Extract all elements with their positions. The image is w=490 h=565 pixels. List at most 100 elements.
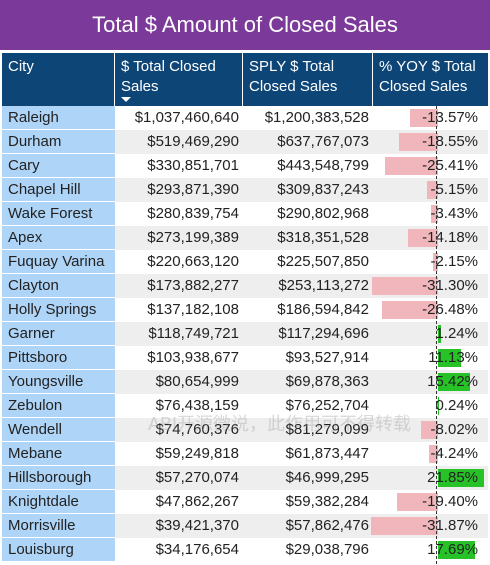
cell-yoy: -19.40%: [373, 490, 488, 514]
cell-yoy: -3.43%: [373, 202, 488, 226]
table-row[interactable]: Cary $330,851,701 $443,548,799 -25.41%: [2, 154, 488, 178]
table-row[interactable]: Zebulon $76,438,159 $76,252,704 0.24%: [2, 394, 488, 418]
yoy-value: -25.41%: [422, 157, 478, 174]
table-row[interactable]: Knightdale $47,862,267 $59,382,284 -19.40%: [2, 490, 488, 514]
yoy-data-bar: [408, 229, 438, 247]
cell-city: Zebulon: [2, 394, 115, 418]
yoy-data-bar: [399, 133, 438, 151]
table-row[interactable]: Youngsville $80,654,999 $69,878,363 15.42%: [2, 370, 488, 394]
table-row[interactable]: Morrisville $39,421,370 $57,862,476 -31.87%: [2, 514, 488, 538]
cell-sply-total: $76,252,704: [285, 397, 369, 414]
cell-city: Mebane: [2, 442, 115, 466]
cell-city: Louisburg: [2, 538, 115, 562]
cell-total-closed-sales: $330,851,701: [147, 157, 239, 174]
header-yoy-percent[interactable]: % YOY $ Total Closed Sales: [379, 58, 476, 95]
yoy-value: -3.43%: [430, 205, 478, 222]
cell-sply-total: $61,873,447: [285, 445, 369, 462]
yoy-data-bar: [438, 397, 439, 415]
table-body: Raleigh $1,037,460,640 $1,200,383,528 -13.5…: [2, 106, 488, 562]
table-row[interactable]: Clayton $173,882,277 $253,113,272 -31.30%: [2, 274, 488, 298]
cell-total-closed-sales: $103,938,677: [147, 349, 239, 366]
table-row[interactable]: Chapel Hill $293,871,390 $309,837,243 -5.15…: [2, 178, 488, 202]
table-row[interactable]: Holly Springs $137,182,108 $186,594,842 -26…: [2, 298, 488, 322]
yoy-data-bar: [438, 373, 471, 391]
sales-table: City $ Total Closed Sales SPLY $ Total C…: [2, 53, 488, 562]
yoy-value: -13.57%: [422, 109, 478, 126]
cell-city: Wendell: [2, 418, 115, 442]
cell-total-closed-sales: $519,469,290: [115, 130, 243, 154]
cell-sply-total: $81,279,099: [243, 418, 373, 442]
cell-yoy: -8.02%: [373, 418, 488, 442]
table-row[interactable]: Apex $273,199,389 $318,351,528 -14.18%: [2, 226, 488, 250]
table-header: City $ Total Closed Sales SPLY $ Total C…: [2, 53, 488, 106]
yoy-value: 15.42%: [427, 373, 478, 390]
table-row[interactable]: Durham $519,469,290 $637,767,073 -18.55%: [2, 130, 488, 154]
cell-total-closed-sales: $280,839,754: [147, 205, 239, 222]
cell-total-closed-sales: $57,270,074: [115, 466, 243, 490]
table-row[interactable]: Raleigh $1,037,460,640 $1,200,383,528 -13.5…: [2, 106, 488, 130]
cell-yoy: -25.41%: [373, 154, 488, 178]
cell-sply-total: $29,038,796: [285, 541, 369, 558]
cell-total-closed-sales: $137,182,108: [147, 301, 239, 318]
yoy-value: -14.18%: [422, 229, 478, 246]
cell-city: Youngsville: [2, 370, 115, 394]
cell-city: Raleigh: [2, 106, 115, 130]
yoy-value: 17.69%: [427, 541, 478, 558]
cell-sply-total: $443,548,799: [277, 157, 369, 174]
yoy-data-bar: [430, 205, 438, 223]
cell-sply-total: $93,527,914: [285, 349, 369, 366]
table-row[interactable]: Louisburg $34,176,654 $29,038,796 17.69%: [2, 538, 488, 562]
header-total-closed-sales-label: $ Total Closed Sales: [121, 58, 216, 95]
cell-yoy: 15.42%: [373, 370, 488, 394]
cell-total-closed-sales: $76,438,159: [155, 397, 239, 414]
cell-sply-total: $318,351,528: [243, 226, 373, 250]
yoy-data-bar: [438, 325, 441, 343]
yoy-value: 0.24%: [435, 397, 478, 414]
yoy-data-bar: [421, 421, 438, 439]
cell-total-closed-sales: $118,749,721: [115, 322, 243, 346]
cell-city: Durham: [2, 130, 115, 154]
cell-sply-total: $59,382,284: [285, 493, 369, 510]
table-row[interactable]: Hillsborough $57,270,074 $46,999,295 21.85%: [2, 466, 488, 490]
sort-descending-icon[interactable]: [121, 97, 131, 102]
cell-sply-total: $46,999,295: [243, 466, 373, 490]
yoy-value: -19.40%: [422, 493, 478, 510]
cell-yoy: 1.24%: [373, 322, 488, 346]
yoy-value: -31.87%: [422, 517, 478, 534]
yoy-value: -5.15%: [430, 181, 478, 198]
yoy-data-bar: [372, 277, 438, 295]
cell-city: Fuquay Varina: [2, 250, 115, 274]
yoy-value: -4.24%: [430, 445, 478, 462]
cell-total-closed-sales: $293,871,390: [115, 178, 243, 202]
table-row[interactable]: Fuquay Varina $220,663,120 $225,507,850 -2.…: [2, 250, 488, 274]
yoy-value: -8.02%: [430, 421, 478, 438]
cell-yoy: -5.15%: [373, 178, 488, 202]
table-row[interactable]: Mebane $59,249,818 $61,873,447 -4.24%: [2, 442, 488, 466]
yoy-data-bar: [429, 445, 438, 463]
cell-city: Knightdale: [2, 490, 115, 514]
yoy-data-bar: [433, 253, 438, 271]
cell-yoy: -18.55%: [373, 130, 488, 154]
table-row[interactable]: Wendell $74,760,376 $81,279,099 -8.02%: [2, 418, 488, 442]
cell-city: Morrisville: [2, 514, 115, 538]
cell-city: Chapel Hill: [2, 178, 115, 202]
cell-sply-total: $69,878,363: [243, 370, 373, 394]
cell-city: Clayton: [2, 274, 115, 298]
cell-total-closed-sales: $80,654,999: [115, 370, 243, 394]
cell-total-closed-sales: $273,199,389: [115, 226, 243, 250]
cell-total-closed-sales: $59,249,818: [155, 445, 239, 462]
yoy-value: -26.48%: [422, 301, 478, 318]
page-title: Total $ Amount of Closed Sales: [0, 0, 490, 50]
cell-city: Hillsborough: [2, 466, 115, 490]
cell-yoy: -14.18%: [373, 226, 488, 250]
table-row[interactable]: Wake Forest $280,839,754 $290,802,968 -3.43…: [2, 202, 488, 226]
table-row[interactable]: Garner $118,749,721 $117,294,696 1.24%: [2, 322, 488, 346]
yoy-value: -31.30%: [422, 277, 478, 294]
header-sply-total[interactable]: SPLY $ Total Closed Sales: [243, 53, 373, 106]
cell-sply-total: $117,294,696: [243, 322, 373, 346]
header-total-closed-sales[interactable]: $ Total Closed Sales: [115, 53, 243, 106]
cell-total-closed-sales: $47,862,267: [155, 493, 239, 510]
cell-yoy: 0.24%: [373, 394, 488, 418]
table-row[interactable]: Pittsboro $103,938,677 $93,527,914 11.13%: [2, 346, 488, 370]
header-city[interactable]: City: [2, 53, 115, 106]
